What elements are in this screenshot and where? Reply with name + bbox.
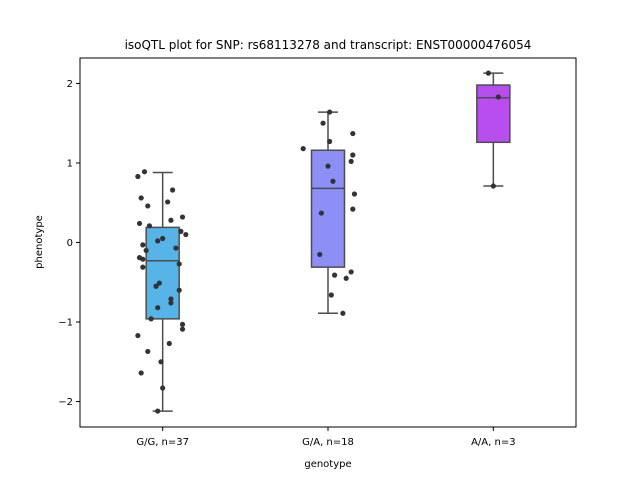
- data-point: [136, 220, 143, 227]
- data-point: [350, 130, 356, 137]
- x-tick-label: G/A, n=18: [302, 437, 354, 448]
- data-point: [327, 138, 333, 145]
- data-point: [173, 245, 179, 251]
- x-tick-label: G/G, n=37: [136, 437, 189, 448]
- data-point: [160, 235, 166, 242]
- data-point: [330, 178, 336, 184]
- data-point: [141, 169, 148, 175]
- data-point: [143, 247, 149, 254]
- data-point: [169, 187, 176, 193]
- data-point: [179, 321, 186, 328]
- y-tick-label: −1: [58, 318, 73, 329]
- data-point: [158, 359, 164, 365]
- data-point: [165, 199, 171, 205]
- data-point: [138, 370, 144, 376]
- data-point: [490, 183, 496, 189]
- data-point: [145, 348, 151, 355]
- box: [145, 226, 180, 320]
- data-point: [318, 210, 324, 216]
- data-point: [178, 228, 184, 234]
- data-point: [343, 275, 349, 281]
- data-point: [155, 408, 161, 414]
- plot-frame: [79, 57, 577, 428]
- data-point: [176, 287, 182, 293]
- box: [310, 149, 346, 268]
- data-point: [135, 332, 141, 339]
- y-tick-label: 2: [67, 79, 73, 90]
- data-point: [166, 340, 172, 347]
- data-point: [168, 296, 174, 302]
- data-point: [300, 146, 306, 152]
- data-point: [350, 206, 356, 212]
- data-point: [155, 238, 161, 244]
- data-point: [317, 251, 323, 258]
- data-point: [179, 214, 186, 220]
- x-tick-label: A/A, n=3: [471, 437, 516, 448]
- y-tick-label: 1: [67, 158, 73, 169]
- data-point: [351, 191, 358, 197]
- data-point: [145, 203, 151, 209]
- y-axis-label: phenotype: [34, 215, 45, 269]
- data-point: [140, 242, 146, 248]
- chart-title: isoQTL plot for SNP: rs68113278 and tran…: [125, 38, 532, 52]
- data-point: [160, 385, 166, 391]
- data-point: [155, 305, 161, 311]
- y-tick-label: −2: [58, 397, 73, 408]
- x-axis-label: genotype: [304, 459, 351, 470]
- data-point: [328, 292, 334, 298]
- box: [476, 84, 511, 144]
- data-point: [485, 70, 491, 76]
- data-point: [495, 94, 501, 100]
- data-point: [168, 217, 174, 223]
- data-point: [156, 280, 162, 286]
- data-point: [140, 256, 146, 262]
- plot-area: −2 −1 0 1 2 G/G, n=37 G/A, n=18 A/A, n=3: [58, 70, 516, 448]
- data-point: [325, 163, 331, 169]
- data-point: [168, 300, 174, 306]
- data-point: [153, 283, 159, 289]
- y-tick-label: 0: [67, 238, 73, 249]
- data-point: [348, 269, 354, 275]
- data-point: [179, 326, 186, 332]
- data-point: [340, 310, 346, 316]
- data-point: [348, 158, 354, 164]
- data-point: [183, 231, 189, 238]
- data-point: [140, 264, 146, 270]
- data-point: [327, 109, 333, 115]
- data-point: [146, 223, 153, 229]
- data-point: [135, 173, 141, 180]
- data-point: [320, 120, 326, 126]
- data-point: [176, 261, 182, 267]
- data-point: [350, 152, 356, 158]
- data-point: [138, 195, 144, 201]
- data-point: [148, 316, 154, 322]
- data-point: [332, 272, 338, 278]
